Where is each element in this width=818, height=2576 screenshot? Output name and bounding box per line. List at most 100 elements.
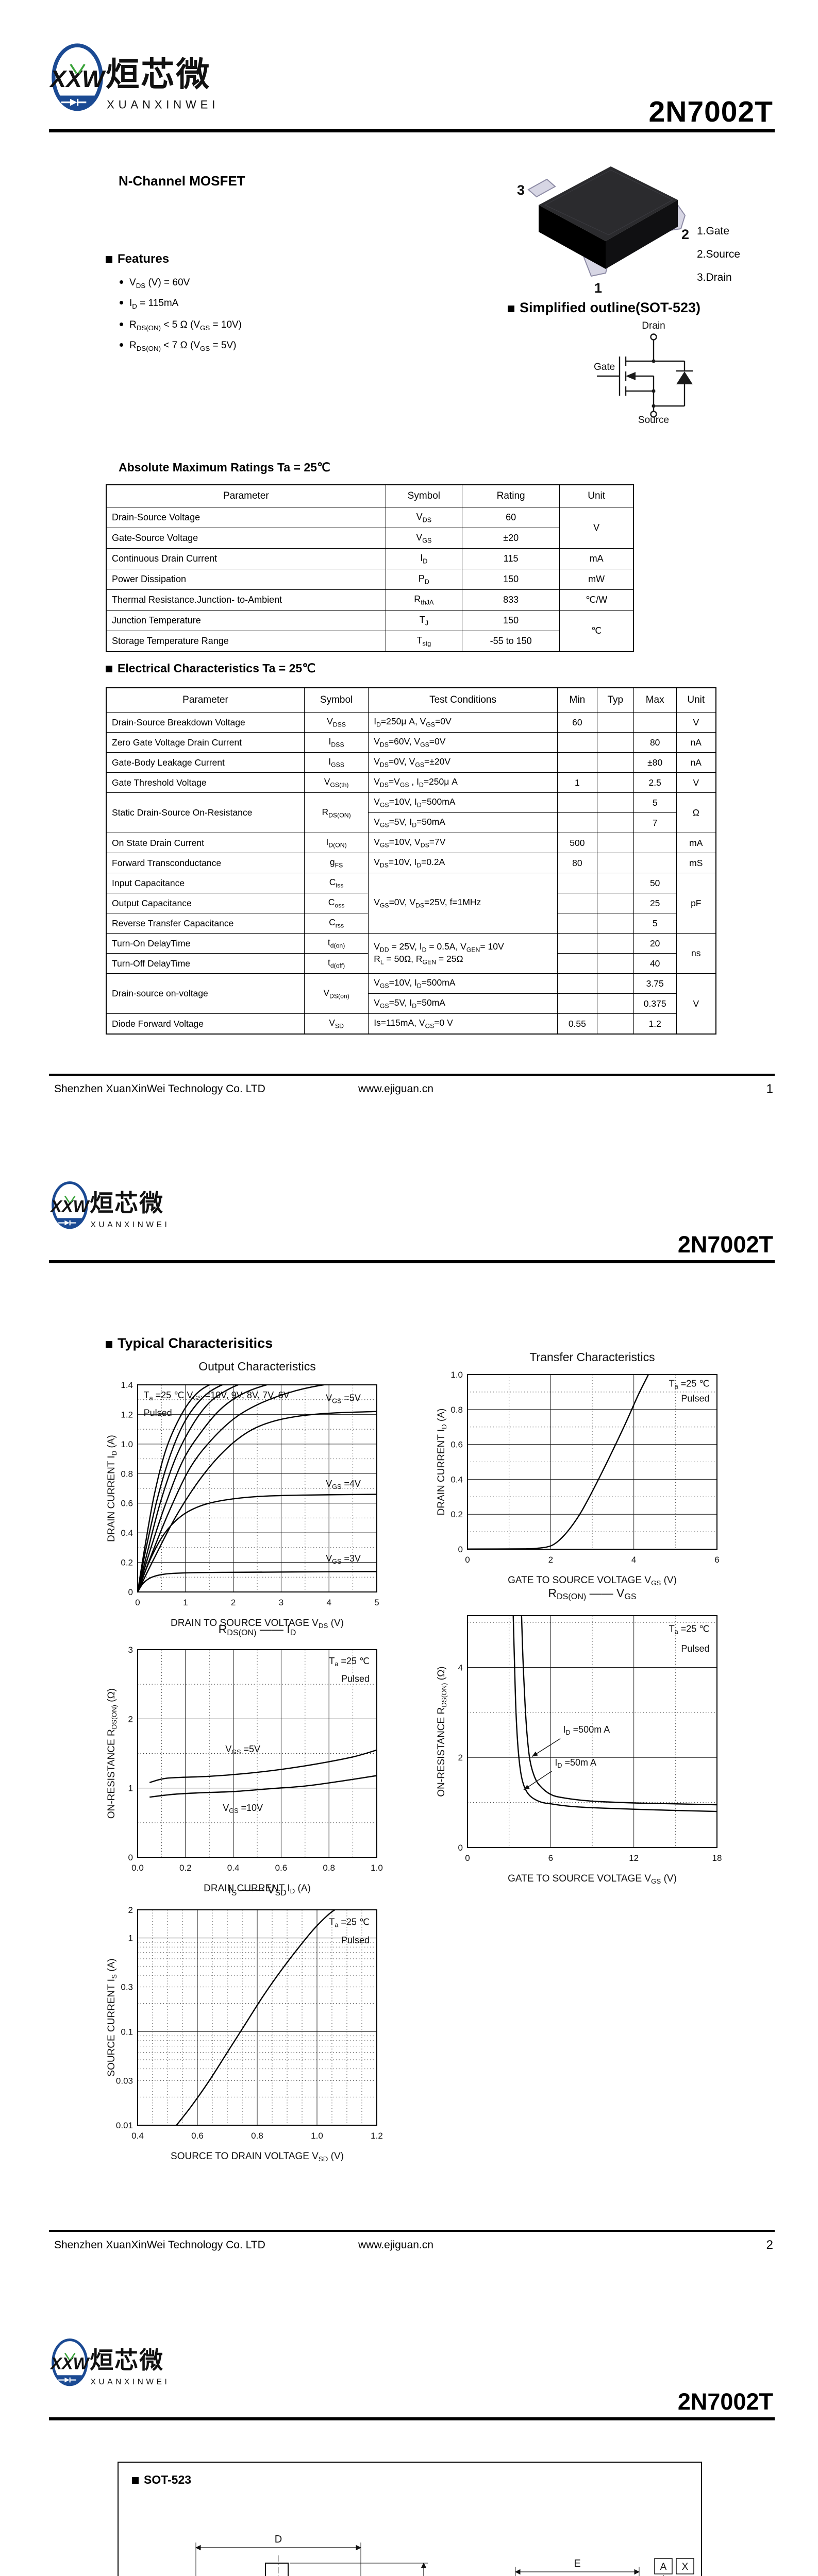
table-row: Forward Transconductance gFS VDS=10V, ID=0… <box>106 853 716 873</box>
curve-label: VGS =5V <box>225 1744 260 1756</box>
chart-title: Transfer Characteristics <box>529 1350 655 1364</box>
table-cell: 150 <box>462 610 560 631</box>
y-tick-label: 1 <box>128 1784 133 1793</box>
table-cell: 500 <box>557 833 597 853</box>
table-cell: 40 <box>633 953 677 974</box>
y-tick-label: 0.8 <box>121 1469 133 1479</box>
y-tick-label: 0 <box>128 1587 133 1597</box>
y-tick-label: 0.2 <box>450 1510 463 1519</box>
bullet-icon <box>120 343 123 347</box>
curve-label: VGS =4V <box>326 1479 361 1490</box>
y-tick-label: 2 <box>128 1905 133 1915</box>
table-cell: ±80 <box>633 752 677 773</box>
table-row: Drain-Source Breakdown Voltage VDSS ID=250… <box>106 712 716 733</box>
column-header: Rating <box>462 484 560 507</box>
logo-green-accent <box>78 63 86 74</box>
table-cell: 150 <box>462 569 560 590</box>
table-cell: 2.5 <box>633 772 677 793</box>
column-header: Unit <box>676 687 716 713</box>
header-rule <box>49 129 775 132</box>
y-tick-label: 0.2 <box>121 1558 133 1568</box>
datum-A: A <box>660 2562 667 2572</box>
table-cell: Is=115mA, VGS=0 V <box>368 1013 558 1035</box>
table-cell: ns <box>676 933 716 974</box>
sot523-section-title: SOT-523 <box>132 2473 191 2487</box>
page-number: 1 <box>766 1082 773 1096</box>
table-cell: VDS=10V, ID=0.2A <box>368 853 558 873</box>
y-tick-label: 0 <box>458 1545 463 1554</box>
table-cell <box>633 833 677 853</box>
x-tick-label: 6 <box>548 1853 553 1863</box>
data-curve <box>521 1616 717 1806</box>
mosfet-symbol: Drain Gate Source <box>594 320 693 426</box>
table-cell: 50 <box>633 873 677 893</box>
abs-max-title: Absolute Maximum Ratings Ta = 25℃ <box>119 461 330 474</box>
footer-website-link[interactable]: www.ejiguan.cn <box>358 2239 433 2251</box>
table-cell: PD <box>385 569 463 590</box>
y-tick-label: 0.3 <box>121 1982 133 1992</box>
chart-rdson-vs-id: 0.0 0.2 0.4 0.6 0.8 1.0 0 1 2 3 RDS(ON) —— ID DRAIN… <box>106 1622 383 1895</box>
table-cell: ℃/W <box>559 589 634 611</box>
table-cell: IGSS <box>304 752 369 773</box>
x-tick-label: 0.8 <box>323 1863 335 1873</box>
svg-text:XXW: XXW <box>49 2354 90 2372</box>
curve-label: ID =50m A <box>555 1757 596 1769</box>
section-bullet-icon <box>508 306 514 312</box>
table-row: Reverse Transfer Capacitance Crss 5 <box>106 913 716 934</box>
footer-website-link[interactable]: www.ejiguan.cn <box>358 1083 433 1095</box>
table-row: Gate-Body Leakage Current IGSS VDS=0V, VGS… <box>106 752 716 773</box>
outline-section-title: Simplified outline(SOT-523) <box>508 300 700 316</box>
company-logo: XXW 烜芯微 XUANXINWEI <box>49 43 215 111</box>
table-cell <box>596 833 634 853</box>
table-cell: Turn-On DelayTime <box>106 933 305 954</box>
curve-label: ID =500m A <box>563 1724 610 1736</box>
header-rule <box>49 2417 775 2420</box>
table-cell: Drain-source on-voltage <box>106 973 305 1014</box>
table-cell: 1 <box>557 772 597 793</box>
column-header: Test Conditions <box>368 687 558 713</box>
table-cell: Thermal Resistance.Junction- to-Ambient <box>106 589 386 611</box>
x-tick-label: 0.8 <box>251 2131 263 2141</box>
table-cell <box>596 732 634 753</box>
table-row: Diode Forward Voltage VSD Is=115mA, VGS=0 … <box>106 1013 716 1035</box>
y-axis-label: ON-RESISTANCE RDS(ON) (Ω) <box>436 1666 448 1797</box>
source-label: Source <box>638 415 669 426</box>
table-cell: VDS <box>385 507 463 528</box>
chart-title: RDS(ON) —— ID <box>219 1622 296 1637</box>
curve-label: VGS =5V <box>326 1393 361 1405</box>
y-axis-label: DRAIN CURRENT ID (A) <box>436 1409 448 1516</box>
table-row: Thermal Resistance.Junction- to-Ambient R… <box>106 589 634 611</box>
table-cell: Gate Threshold Voltage <box>106 772 305 793</box>
table-cell <box>557 993 597 1014</box>
table-cell: 1.2 <box>633 1013 677 1035</box>
table-cell: nA <box>676 732 716 753</box>
diode-icon <box>61 98 87 106</box>
feature-item: RDS(ON) < 5 Ω (VGS = 10V) <box>120 319 242 332</box>
table-cell: TJ <box>385 610 463 631</box>
table-cell <box>633 853 677 873</box>
diode-icon <box>58 2377 76 2383</box>
table-cell: mA <box>676 833 716 853</box>
bullet-icon <box>120 280 123 284</box>
x-tick-label: 2 <box>231 1598 236 1607</box>
y-tick-label: 3 <box>128 1645 133 1655</box>
detail-ref-X: X <box>682 2562 689 2572</box>
table-cell: Tstg <box>385 631 463 652</box>
table-cell: 115 <box>462 548 560 569</box>
y-tick-label: 0.8 <box>450 1405 463 1415</box>
y-tick-label: 0.4 <box>121 1528 133 1538</box>
table-cell: VDS=60V, VGS=0V <box>368 732 558 753</box>
table-header-row: Parameter Symbol Test Conditions Min Typ Max U… <box>106 687 716 713</box>
table-cell <box>557 812 597 833</box>
x-tick-label: 4 <box>631 1555 636 1565</box>
chart-annotation: Ta =25 ℃ VGS =10V, 9V, 8V, 7V, 6V <box>144 1390 290 1402</box>
table-cell <box>557 933 597 954</box>
chart-title: RDS(ON) —— VGS <box>548 1586 636 1601</box>
logo-chinese-name: 烜芯微 <box>106 56 211 93</box>
table-cell: VDSS <box>304 712 369 733</box>
chart-curves <box>512 1616 717 1812</box>
x-tick-label: 0.2 <box>179 1863 192 1873</box>
data-curve <box>149 1749 377 1784</box>
data-curve <box>138 1385 240 1592</box>
x-tick-label: 1.2 <box>371 2131 383 2141</box>
